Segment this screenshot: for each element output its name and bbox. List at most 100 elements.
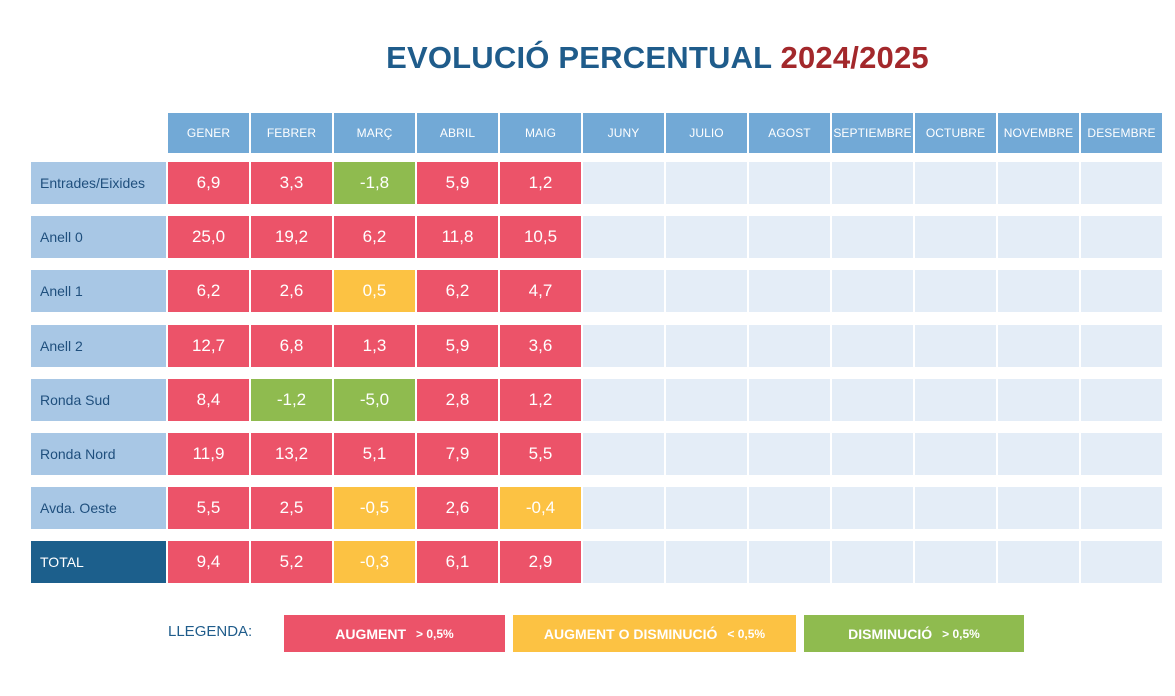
- empty-cell: [749, 216, 830, 258]
- column-header: FEBRER: [251, 113, 332, 153]
- empty-cell: [666, 216, 747, 258]
- empty-cell: [666, 433, 747, 475]
- empty-cell: [832, 433, 913, 475]
- value-cell: -5,0: [334, 379, 415, 421]
- empty-cell: [749, 541, 830, 583]
- empty-cell: [749, 379, 830, 421]
- title-main: EVOLUCIÓ PERCENTUAL: [386, 40, 772, 75]
- empty-cell: [832, 216, 913, 258]
- value-cell: 9,4: [168, 541, 249, 583]
- value-cell: 3,6: [500, 325, 581, 367]
- value-cell: 11,9: [168, 433, 249, 475]
- legend-small-change-threshold: < 0,5%: [727, 626, 766, 641]
- empty-cell: [749, 325, 830, 367]
- empty-cell: [915, 325, 996, 367]
- value-cell: 6,9: [168, 162, 249, 204]
- value-cell: 2,5: [251, 487, 332, 529]
- empty-cell: [666, 487, 747, 529]
- column-header: DESEMBRE: [1081, 113, 1162, 153]
- empty-cell: [583, 216, 664, 258]
- empty-cell: [1081, 325, 1162, 367]
- empty-cell: [1081, 270, 1162, 312]
- empty-cell: [666, 379, 747, 421]
- empty-cell: [583, 379, 664, 421]
- column-header: AGOST: [749, 113, 830, 153]
- empty-cell: [998, 379, 1079, 421]
- legend-increase: AUGMENT > 0,5%: [284, 615, 505, 652]
- empty-cell: [998, 541, 1079, 583]
- legend-increase-text: AUGMENT: [335, 625, 407, 642]
- value-cell: 2,6: [251, 270, 332, 312]
- value-cell: 10,5: [500, 216, 581, 258]
- empty-cell: [915, 162, 996, 204]
- empty-cell: [1081, 162, 1162, 204]
- empty-cell: [666, 162, 747, 204]
- empty-cell: [915, 433, 996, 475]
- empty-cell: [666, 270, 747, 312]
- percent-table: GENER FEBRER MARÇ ABRIL MAIG JUNY JULIO AGOST SE…: [31, 113, 1162, 583]
- row-label: Ronda Nord: [31, 433, 166, 475]
- row-label: Anell 1: [31, 270, 166, 312]
- value-cell: 5,2: [251, 541, 332, 583]
- legend-small-change-text: AUGMENT O DISMINUCIÓ: [543, 625, 718, 642]
- legend-label: LLEGENDA:: [168, 623, 253, 640]
- empty-cell: [1081, 433, 1162, 475]
- empty-cell: [749, 433, 830, 475]
- legend-decrease-text: DISMINUCIÓ: [848, 625, 933, 642]
- value-cell: 25,0: [168, 216, 249, 258]
- value-cell: 6,1: [417, 541, 498, 583]
- empty-cell: [832, 487, 913, 529]
- empty-cell: [1081, 379, 1162, 421]
- value-cell: 6,8: [251, 325, 332, 367]
- empty-cell: [832, 325, 913, 367]
- empty-cell: [749, 162, 830, 204]
- column-header: JULIO: [666, 113, 747, 153]
- value-cell: 19,2: [251, 216, 332, 258]
- empty-cell: [666, 541, 747, 583]
- empty-cell: [915, 216, 996, 258]
- legend-decrease-threshold: > 0,5%: [942, 626, 980, 641]
- value-cell: 8,4: [168, 379, 249, 421]
- value-cell: 5,9: [417, 162, 498, 204]
- value-cell: 1,2: [500, 379, 581, 421]
- row-label: Entrades/Eixides: [31, 162, 166, 204]
- empty-cell: [583, 270, 664, 312]
- value-cell: 2,6: [417, 487, 498, 529]
- empty-cell: [583, 433, 664, 475]
- value-cell: -0,5: [334, 487, 415, 529]
- legend-increase-threshold: > 0,5%: [416, 626, 454, 641]
- value-cell: -1,8: [334, 162, 415, 204]
- value-cell: 0,5: [334, 270, 415, 312]
- empty-cell: [749, 270, 830, 312]
- row-label: Anell 0: [31, 216, 166, 258]
- empty-cell: [583, 325, 664, 367]
- empty-cell: [998, 433, 1079, 475]
- row-label: Anell 2: [31, 325, 166, 367]
- empty-cell: [998, 487, 1079, 529]
- column-header: OCTUBRE: [915, 113, 996, 153]
- title-period: 2024/2025: [780, 40, 929, 75]
- empty-cell: [832, 162, 913, 204]
- empty-cell: [583, 162, 664, 204]
- empty-cell: [915, 487, 996, 529]
- value-cell: 7,9: [417, 433, 498, 475]
- empty-cell: [915, 270, 996, 312]
- legend-small-change: AUGMENT O DISMINUCIÓ < 0,5%: [513, 615, 796, 652]
- empty-cell: [998, 325, 1079, 367]
- column-header: MARÇ: [334, 113, 415, 153]
- empty-cell: [749, 487, 830, 529]
- empty-cell: [915, 541, 996, 583]
- value-cell: 5,9: [417, 325, 498, 367]
- value-cell: 1,2: [500, 162, 581, 204]
- value-cell: 2,9: [500, 541, 581, 583]
- column-header: GENER: [168, 113, 249, 153]
- column-header: ABRIL: [417, 113, 498, 153]
- empty-cell: [583, 487, 664, 529]
- empty-cell: [915, 379, 996, 421]
- empty-cell: [998, 162, 1079, 204]
- empty-cell: [1081, 216, 1162, 258]
- column-header: SEPTIEMBRE: [832, 113, 913, 153]
- value-cell: 5,5: [500, 433, 581, 475]
- empty-cell: [998, 270, 1079, 312]
- value-cell: -0,3: [334, 541, 415, 583]
